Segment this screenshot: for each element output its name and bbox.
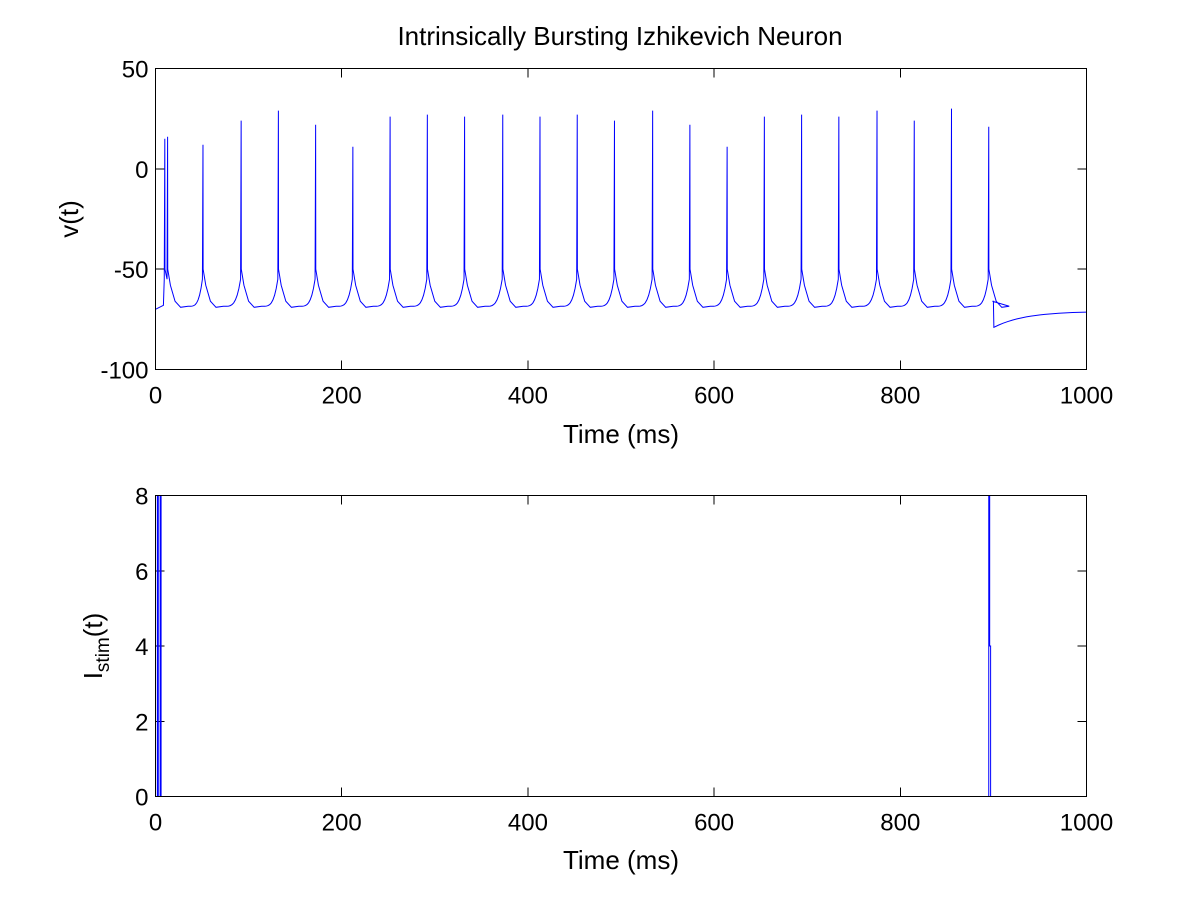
x-tick-label: 400 [508,383,548,410]
x-tick-label: 800 [880,810,920,837]
stimulus-panel: 0 200 400 600 800 1000 0 2 4 6 8 Time (ms) Istim(t… [78,484,1113,876]
y-tick-label: -100 [100,358,148,385]
stimulus-y-label-tail: (t) [78,613,108,638]
y-tick-label: 2 [135,709,148,736]
stimulus-y-label-sub: stim [93,637,114,672]
voltage-x-axis-label: Time (ms) [563,419,679,449]
x-tick-label: 1000 [1060,383,1113,410]
y-tick-label: 8 [135,484,148,511]
x-tick-label: 400 [508,810,548,837]
voltage-y-axis-label: v(t) [54,200,84,238]
stimulus-axes-box [155,495,1087,797]
chart-title: Intrinsically Bursting Izhikevich Neuron [397,21,842,51]
x-tick-label: 600 [694,810,734,837]
y-tick-label: -50 [114,257,149,284]
stimulus-y-axis-label: Istim(t) [78,613,114,680]
x-tick-label: 200 [322,810,362,837]
y-tick-label: 0 [135,785,148,812]
x-tick-label: 0 [149,810,162,837]
x-tick-label: 0 [149,383,162,410]
voltage-axis-ticks: 0 200 400 600 800 1000 -100 -50 0 50 [100,57,1113,410]
y-tick-label: 4 [135,634,148,661]
stimulus-axis-ticks: 0 200 400 600 800 1000 0 2 4 6 8 [135,484,1113,837]
voltage-axes-box [155,68,1087,370]
y-tick-label: 50 [122,57,149,84]
stimulus-y-label-main: I [78,672,108,679]
stimulus-x-axis-label: Time (ms) [563,845,679,875]
x-tick-label: 200 [322,383,362,410]
x-tick-label: 800 [880,383,920,410]
voltage-panel: Intrinsically Bursting Izhikevich Neuron… [54,21,1113,449]
x-tick-label: 1000 [1060,810,1113,837]
x-tick-label: 600 [694,383,734,410]
y-tick-label: 6 [135,559,148,586]
voltage-series-line [155,108,1087,329]
y-tick-label: 0 [135,157,148,184]
voltage-trace-layer [155,108,1087,329]
